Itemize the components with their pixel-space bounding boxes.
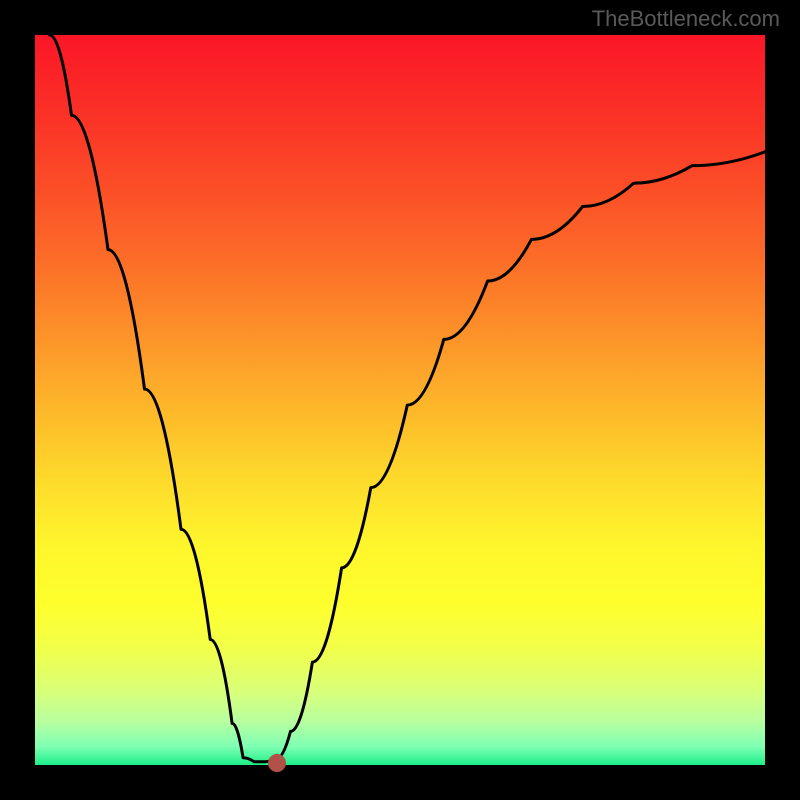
- plot-gradient-background: [35, 35, 765, 765]
- watermark-text: TheBottleneck.com: [592, 6, 780, 32]
- bottleneck-marker: [268, 754, 286, 772]
- chart-stage: TheBottleneck.com: [0, 0, 800, 800]
